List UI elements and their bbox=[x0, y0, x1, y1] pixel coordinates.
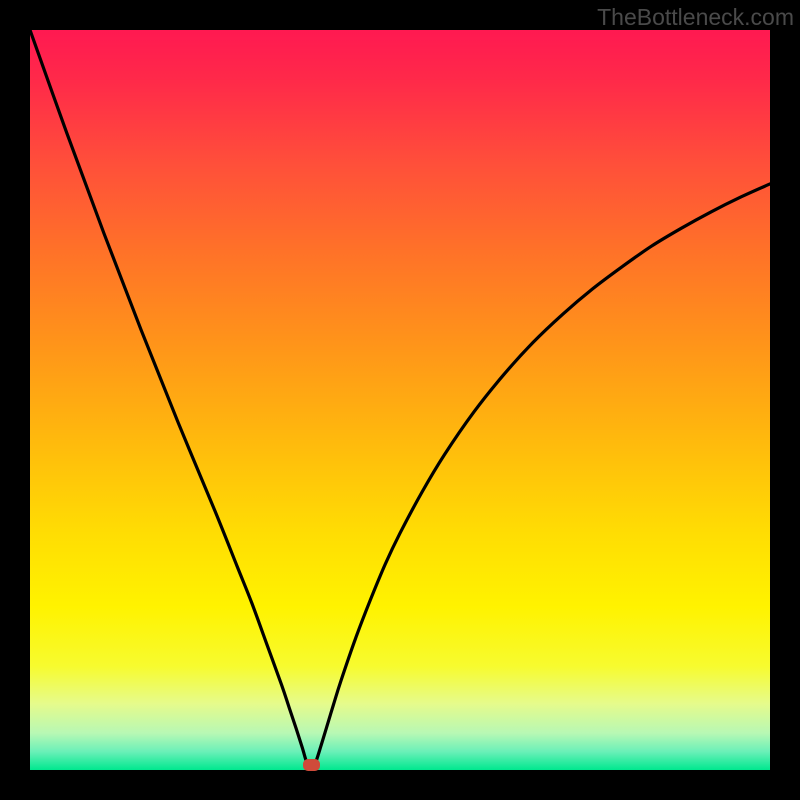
bottleneck-curve bbox=[30, 30, 770, 770]
optimum-marker bbox=[303, 759, 320, 771]
chart-container: TheBottleneck.com bbox=[0, 0, 800, 800]
plot-area bbox=[30, 30, 770, 770]
watermark-text: TheBottleneck.com bbox=[597, 4, 794, 31]
